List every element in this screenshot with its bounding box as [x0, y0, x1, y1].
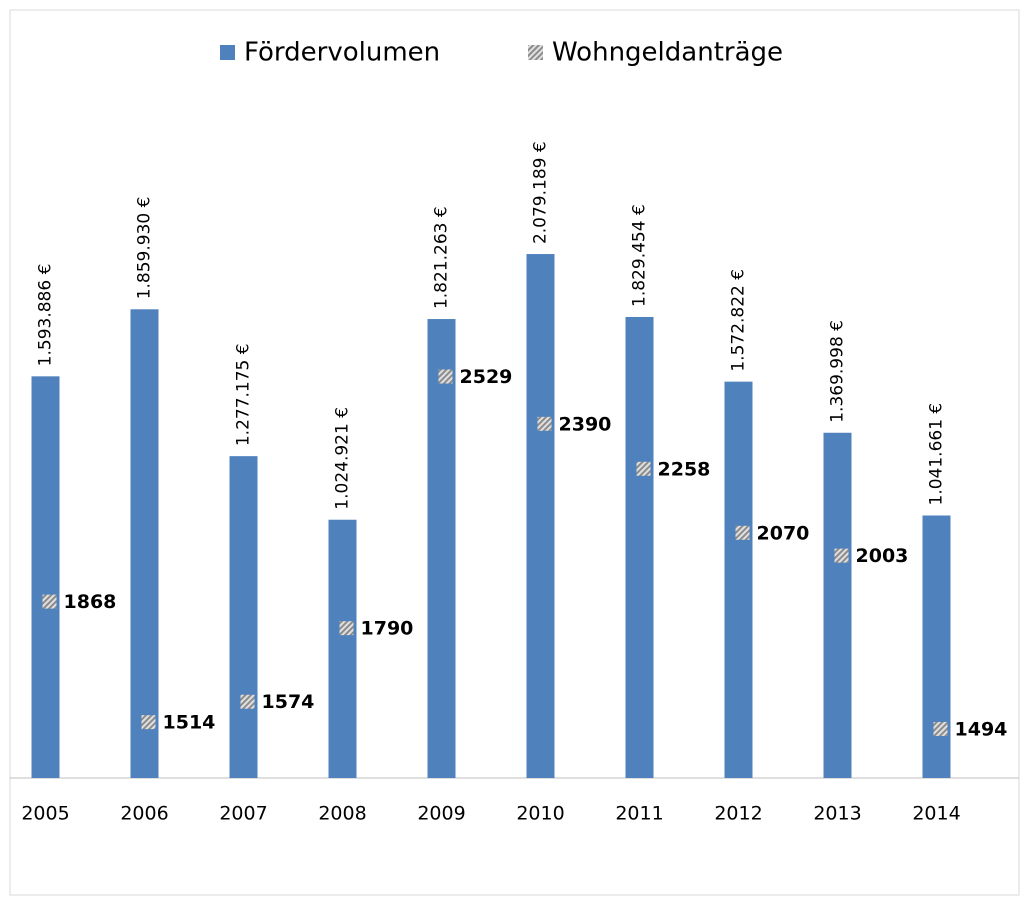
legend-swatch	[220, 45, 235, 60]
legend-label: Fördervolumen	[244, 38, 440, 68]
x-tick-label: 2006	[120, 803, 168, 825]
marker	[834, 548, 849, 563]
marker-label: 1514	[163, 712, 216, 734]
bar	[625, 316, 654, 778]
bar	[427, 319, 456, 778]
marker	[42, 594, 57, 609]
marker-label: 1790	[361, 618, 414, 640]
bar	[130, 309, 159, 778]
bar-label: 1.859.930 €	[135, 197, 155, 300]
bar-label: 1.369.998 €	[828, 320, 848, 423]
legend-label: Wohngeldanträge	[552, 38, 783, 68]
marker-label: 1574	[262, 691, 315, 713]
marker	[141, 715, 156, 730]
marker-label: 1494	[955, 718, 1008, 740]
x-tick-label: 2005	[21, 803, 69, 825]
bar-label: 1.821.263 €	[432, 206, 452, 309]
bar	[823, 432, 852, 778]
x-tick-label: 2011	[615, 803, 663, 825]
x-tick-label: 2013	[813, 803, 861, 825]
marker	[339, 621, 354, 636]
bar	[229, 456, 258, 778]
x-tick-label: 2012	[714, 803, 762, 825]
marker-label: 1868	[64, 591, 117, 613]
bar-label: 1.829.454 €	[630, 204, 650, 307]
bar-label: 2.079.189 €	[531, 141, 551, 244]
bar	[31, 376, 60, 778]
marker	[636, 461, 651, 476]
marker	[933, 721, 948, 736]
x-tick-label: 2010	[516, 803, 564, 825]
bar	[526, 254, 555, 778]
bar-label: 1.572.822 €	[729, 269, 749, 372]
marker-label: 2003	[856, 545, 909, 567]
bar-label: 1.593.886 €	[36, 264, 56, 367]
chart-frame	[9, 9, 1020, 896]
x-tick-label: 2007	[219, 803, 267, 825]
marker-label: 2529	[460, 366, 513, 388]
marker-label: 2258	[658, 458, 711, 480]
marker	[240, 694, 255, 709]
bar-label: 1.277.175 €	[234, 343, 254, 446]
legend-swatch	[528, 45, 543, 60]
bar-label: 1.024.921 €	[333, 407, 353, 510]
marker	[735, 525, 750, 540]
marker	[438, 369, 453, 384]
bar	[328, 519, 357, 778]
marker	[537, 416, 552, 431]
x-tick-label: 2014	[912, 803, 960, 825]
x-tick-label: 2008	[318, 803, 366, 825]
bar	[922, 515, 951, 778]
bar-label: 1.041.661 €	[927, 403, 947, 506]
marker-label: 2070	[757, 522, 810, 544]
bar	[724, 381, 753, 778]
marker-label: 2390	[559, 413, 612, 435]
x-tick-label: 2009	[417, 803, 465, 825]
